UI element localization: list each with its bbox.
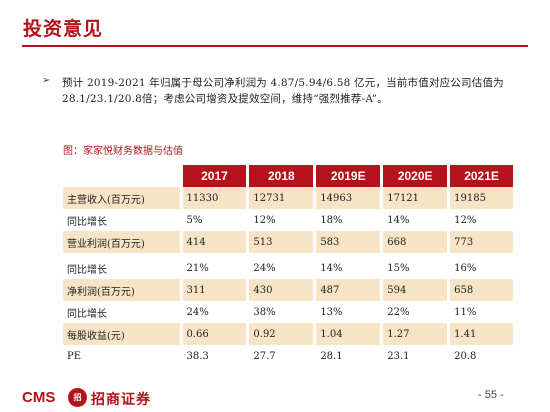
table-cell: 311 (179, 279, 248, 301)
cms-logo-badge: 招 (68, 388, 87, 407)
table-cell: 430 (246, 279, 315, 301)
table-cell: 12731 (246, 187, 315, 209)
table-cell: 28.1 (313, 345, 382, 367)
table-cell: 17121 (380, 187, 449, 209)
table-cell: 668 (380, 231, 449, 253)
slide-title: 投资意见 (23, 18, 104, 40)
table-cell: 24% (179, 301, 248, 323)
table-cell: 487 (313, 279, 382, 301)
table-cell: 12% (246, 209, 315, 231)
arrow-bullet-icon: ➢ (42, 75, 51, 86)
row-label: 营业利润(百万元) (63, 231, 181, 253)
table-cell: 38.3 (179, 345, 248, 367)
column-header: 2017 (179, 165, 248, 187)
row-label: PE (67, 350, 82, 362)
row-label: 主营收入(百万元) (63, 187, 181, 209)
cms-logo-chinese: 招商证券 (91, 392, 151, 408)
table-row: 同比增长 21% 24% 14% 15% 16% (63, 257, 513, 279)
table-cell: 20.8 (447, 345, 513, 367)
table-cell: 22% (380, 301, 449, 323)
title-divider (22, 45, 528, 47)
table-cell: 14% (313, 257, 382, 279)
page-number: - 55 - (478, 389, 504, 401)
column-header: 2019E (313, 165, 382, 187)
financial-data-table: 2017 2018 2019E 2020E 2021E 主营收入(百万元) 113… (63, 165, 513, 367)
table-row: 营业利润(百万元) 414 513 583 668 773 (63, 231, 513, 253)
row-label: 同比增长 (67, 308, 107, 320)
bullet-text: 预计 2019-2021 年归属于母公司净利润为 4.87/5.94/6.58 … (62, 77, 504, 105)
column-header: 2021E (447, 165, 513, 187)
table-cell: 15% (380, 257, 449, 279)
table-cell: 27.7 (246, 345, 315, 367)
table-caption: 图：家家悦财务数据与估值 (63, 146, 183, 157)
table-cell: 19185 (447, 187, 513, 209)
table-cell: 24% (246, 257, 315, 279)
table-cell: 16% (447, 257, 513, 279)
column-header: 2020E (380, 165, 449, 187)
table-cell: 5% (179, 209, 248, 231)
table-row: 同比增长 5% 12% 18% 14% 12% (63, 209, 513, 231)
table-cell: 513 (246, 231, 315, 253)
table-cell: 23.1 (380, 345, 449, 367)
table-cell: 583 (313, 231, 382, 253)
table-cell: 594 (380, 279, 449, 301)
table-row: 主营收入(百万元) 11330 12731 14963 17121 19185 (63, 187, 513, 209)
table-cell: 18% (313, 209, 382, 231)
table-cell: 14963 (313, 187, 382, 209)
table-cell: 13% (313, 301, 382, 323)
table-cell: 0.66 (179, 323, 248, 345)
table-row: 净利润(百万元) 311 430 487 594 658 (63, 279, 513, 301)
table-cell: 21% (179, 257, 248, 279)
row-label: 净利润(百万元) (63, 279, 181, 301)
table-cell: 12% (447, 209, 513, 231)
table-cell: 1.27 (380, 323, 449, 345)
table-cell: 38% (246, 301, 315, 323)
row-label: 同比增长 (67, 216, 107, 228)
table-cell: 1.41 (447, 323, 513, 345)
table-cell: 414 (179, 231, 248, 253)
row-label: 同比增长 (67, 264, 107, 276)
table-cell: 1.04 (313, 323, 382, 345)
row-label: 每股收益(元) (63, 323, 181, 345)
table-cell: 11% (447, 301, 513, 323)
table-row: PE 38.3 27.7 28.1 23.1 20.8 (63, 345, 513, 367)
table-cell: 658 (447, 279, 513, 301)
column-header: 2018 (246, 165, 315, 187)
investment-opinion-bullet: ➢ 预计 2019-2021 年归属于母公司净利润为 4.87/5.94/6.5… (42, 75, 512, 107)
table-body: 主营收入(百万元) 11330 12731 14963 17121 19185 同比增长 5%… (63, 187, 513, 367)
table-cell: 11330 (179, 187, 248, 209)
table-row: 每股收益(元) 0.66 0.92 1.04 1.27 1.41 (63, 323, 513, 345)
header-blank-cell (63, 165, 181, 187)
table-row: 同比增长 24% 38% 13% 22% 11% (63, 301, 513, 323)
table-cell: 0.92 (246, 323, 315, 345)
table-cell: 14% (380, 209, 449, 231)
table-header-row: 2017 2018 2019E 2020E 2021E (63, 165, 513, 187)
cms-logo-text: CMS (22, 389, 56, 406)
table-cell: 773 (447, 231, 513, 253)
